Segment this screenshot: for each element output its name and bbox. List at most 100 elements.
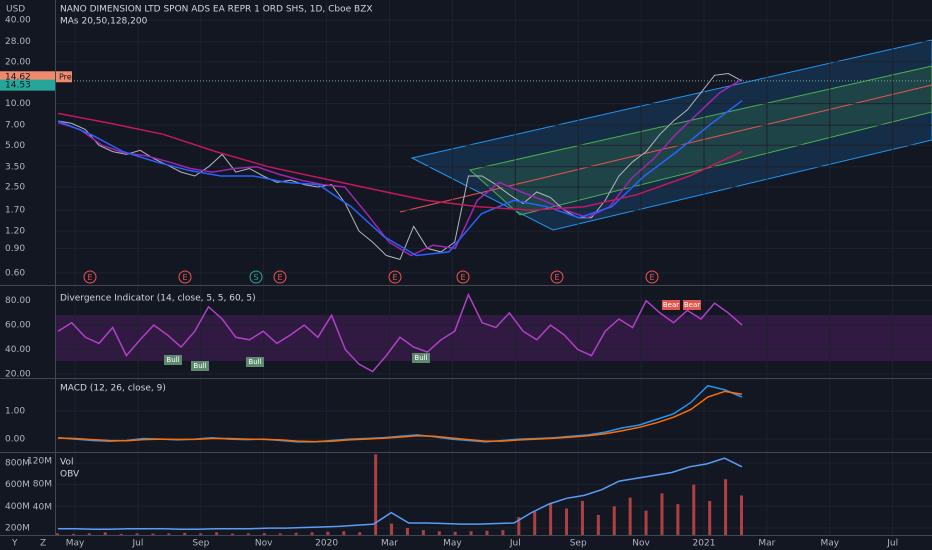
corner-icon[interactable]: Y	[11, 539, 18, 549]
volume-bar	[119, 533, 123, 535]
signal-label: Bull	[166, 356, 179, 364]
y-tick-label: 600M	[5, 480, 30, 490]
signal-label: Bull	[248, 358, 261, 366]
volume-bar	[56, 533, 59, 535]
y-tick-label: 40.00	[5, 16, 31, 26]
pane-title: MACD (12, 26, close, 9)	[60, 384, 166, 394]
volume-bar	[262, 533, 266, 535]
y-tick-label: 1.20	[5, 227, 25, 237]
x-tick-label: May	[820, 539, 839, 549]
series-line	[57, 78, 743, 257]
y-tick-label: 2.50	[5, 182, 25, 192]
channel-outer	[410, 39, 932, 231]
volume-bar	[421, 530, 425, 535]
volume-bar	[390, 523, 394, 535]
volume-bar	[692, 484, 696, 535]
event-marker	[273, 270, 287, 284]
signal-label: Bull	[414, 354, 427, 362]
volume-bar	[469, 531, 473, 535]
y-tick-label: 0.00	[5, 435, 25, 445]
volume-bar	[660, 493, 664, 535]
volume-bar	[310, 532, 314, 535]
series-line	[57, 72, 743, 261]
signal-label: Bull	[193, 362, 206, 370]
x-tick-label: Jul	[886, 539, 898, 549]
series-line	[57, 292, 743, 373]
volume-bar	[87, 533, 91, 535]
event-marker	[83, 270, 97, 284]
volume-bar	[676, 504, 680, 535]
volume-bar	[230, 533, 234, 535]
y-tick-label: 5.00	[5, 141, 25, 151]
event-label: E	[277, 273, 282, 282]
y-unit: USD	[6, 5, 25, 15]
y2-tick-label: 80M	[33, 479, 52, 489]
series-line	[57, 100, 743, 257]
volume-bar	[246, 533, 250, 535]
corner-icon[interactable]: Z	[40, 539, 46, 549]
volume-bar	[724, 479, 728, 535]
y-tick-label: 80.00	[5, 296, 31, 306]
event-label: E	[649, 273, 654, 282]
chart-subtitle: MAs 20,50,128,200	[60, 17, 148, 27]
volume-bar	[628, 497, 632, 535]
volume-bar	[485, 530, 489, 535]
pane-title: OBV	[60, 470, 80, 480]
price-tag	[0, 79, 55, 91]
signal-label: Bear	[684, 301, 700, 309]
y-tick-label: 0.60	[5, 268, 25, 278]
price-tag-label: 14.62	[5, 72, 31, 82]
volume-bar	[708, 500, 712, 535]
signal-tag	[412, 353, 430, 363]
volume-bar	[405, 527, 409, 535]
x-tick-label: Mar	[381, 539, 398, 549]
y-tick-label: 7.00	[5, 121, 25, 131]
y-tick-label: 60.00	[5, 321, 31, 331]
volume-bar	[374, 454, 378, 535]
signal-tag	[662, 300, 680, 310]
volume-bar	[437, 531, 441, 535]
x-tick-label: Sep	[570, 539, 587, 549]
event-label: E	[87, 273, 92, 282]
event-label: E	[182, 273, 187, 282]
y-tick-label: 400M	[5, 502, 30, 512]
volume-bar	[501, 530, 505, 535]
volume-bar	[278, 533, 282, 535]
volume-bar	[358, 532, 362, 535]
series-line	[58, 457, 743, 531]
pane-title: Divergence Indicator (14, close, 5, 5, 6…	[60, 294, 256, 304]
event-label: E	[554, 273, 559, 282]
volume-bar	[183, 532, 187, 535]
volume-bar	[135, 533, 139, 535]
y-tick-label: 200M	[5, 523, 30, 533]
volume-bar	[215, 532, 219, 535]
event-label: E	[460, 273, 465, 282]
x-tick-label: May	[443, 539, 462, 549]
event-marker	[249, 270, 263, 284]
series-line	[57, 112, 743, 211]
event-marker	[645, 270, 659, 284]
volume-bar	[517, 517, 521, 535]
y-tick-label: 40.00	[5, 345, 31, 355]
y2-tick-label: 40M	[33, 502, 52, 512]
pre-tag	[56, 71, 72, 83]
volume-bar	[580, 500, 584, 535]
volume-bar	[103, 532, 107, 535]
y-tick-label: 20.00	[5, 57, 31, 67]
event-marker	[178, 270, 192, 284]
y-tick-label: 3.50	[5, 162, 25, 172]
volume-bar	[199, 533, 203, 535]
series-line	[57, 390, 743, 443]
x-tick-label: 2021	[693, 539, 716, 549]
volume-bar	[565, 508, 569, 535]
volume-bar	[294, 532, 298, 535]
event-label: S	[253, 273, 258, 282]
price-tag	[0, 71, 55, 83]
event-marker	[388, 270, 402, 284]
volume-bar	[612, 506, 616, 535]
volume-bar	[342, 531, 346, 535]
signal-label: Bear	[663, 301, 679, 309]
